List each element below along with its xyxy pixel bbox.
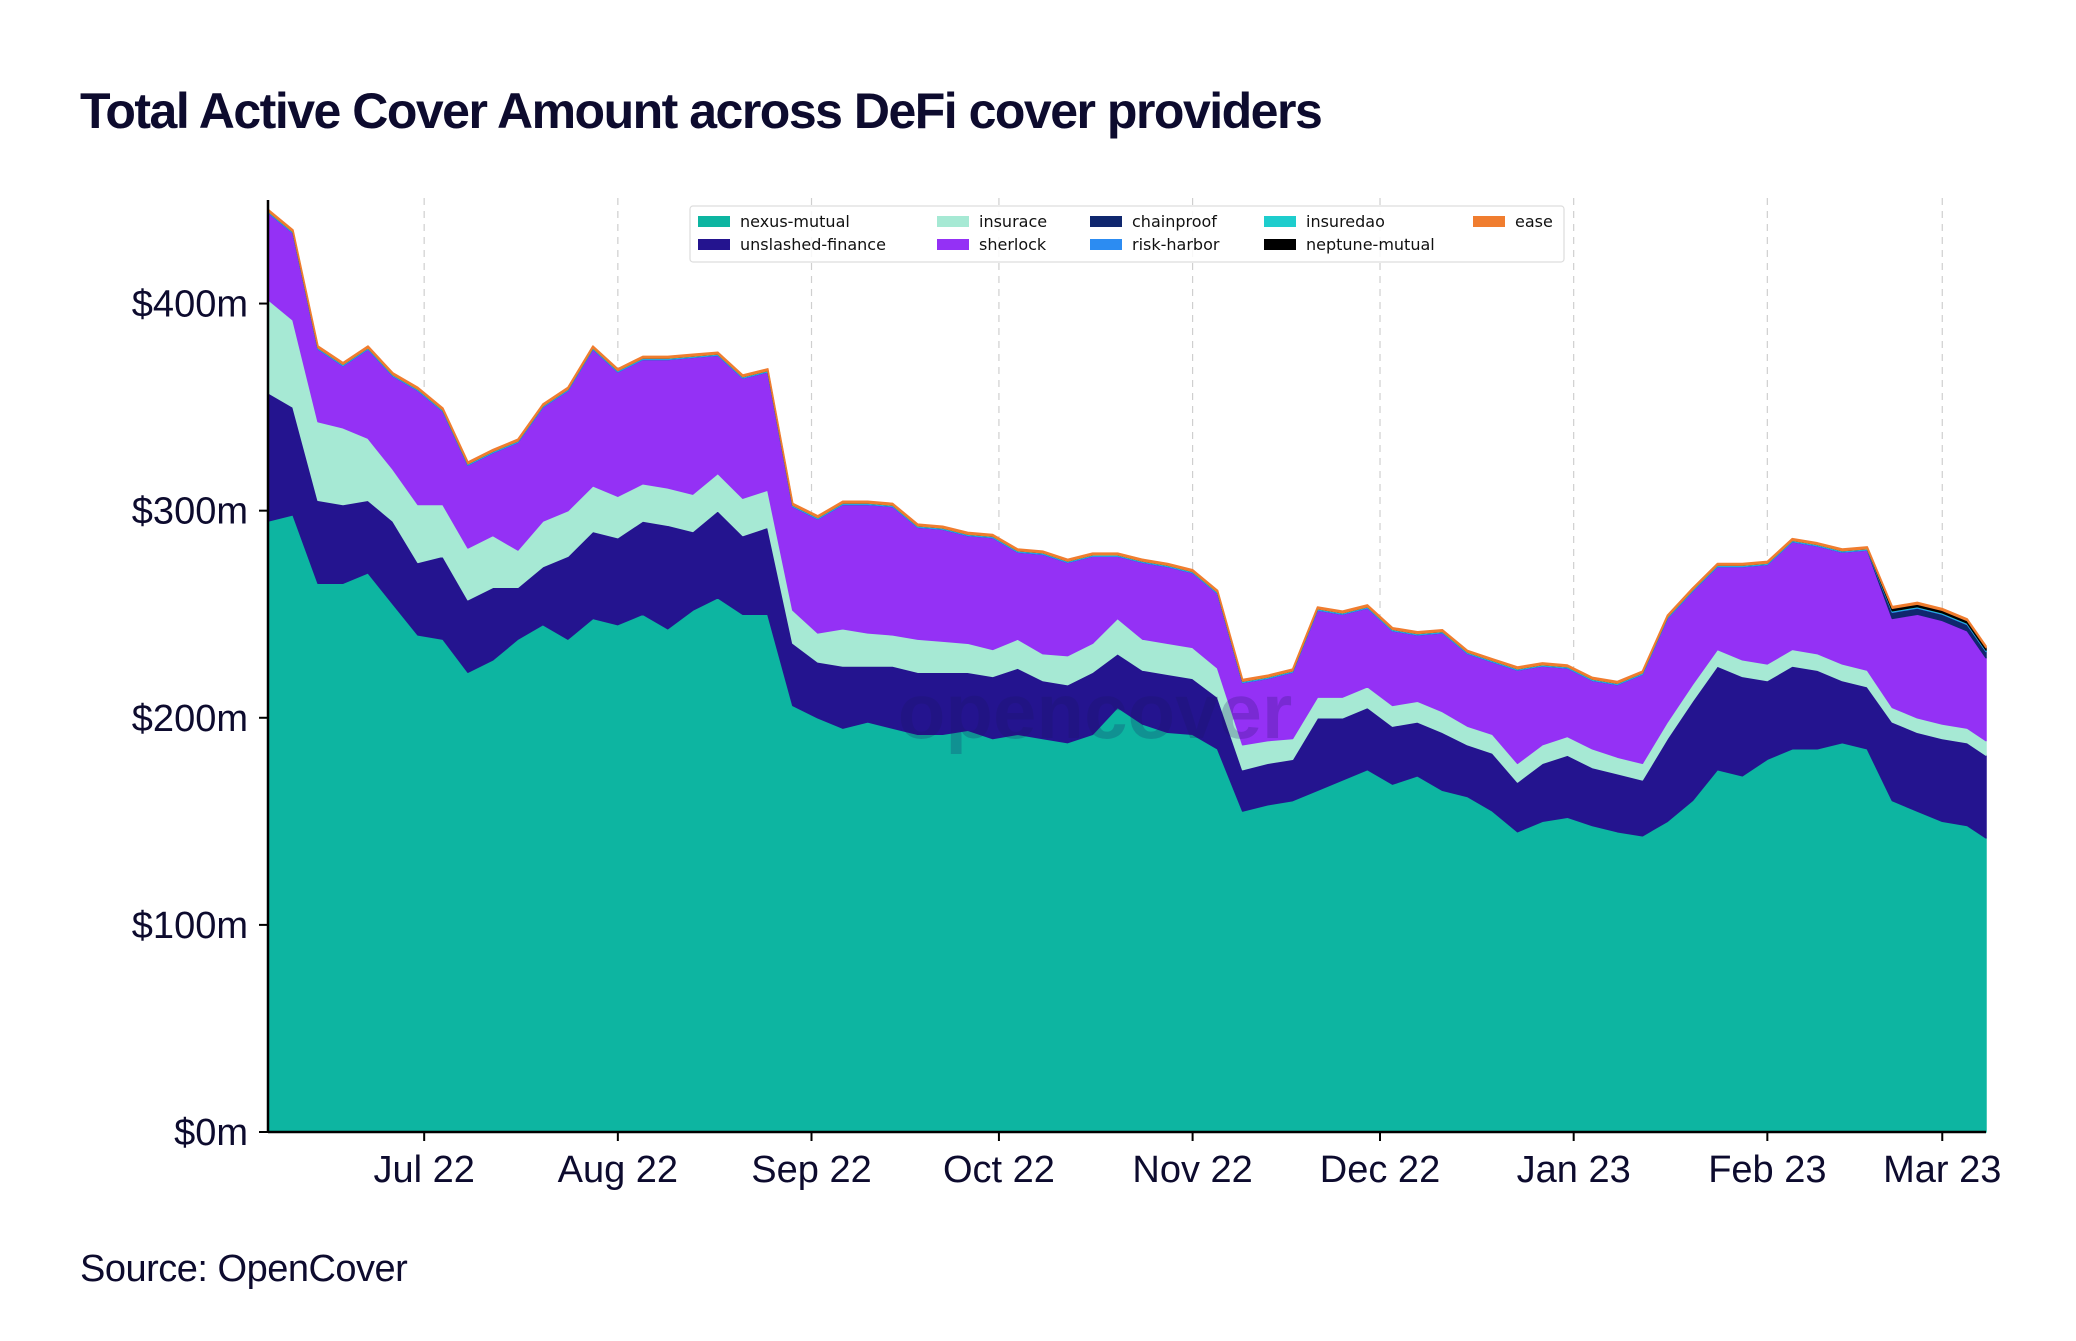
legend-label-nexus-mutual: nexus-mutual: [740, 212, 850, 231]
legend-label-chainproof: chainproof: [1132, 212, 1217, 231]
legend-swatch-neptune-mutual: [1264, 239, 1296, 250]
legend-label-sherlock: sherlock: [979, 235, 1047, 254]
legend-label-insuredao: insuredao: [1306, 212, 1385, 231]
chart-title: Total Active Cover Amount across DeFi co…: [80, 83, 1323, 139]
x-tick-label-8: Mar 23: [1883, 1149, 2001, 1191]
legend: nexus-mutual unslashed-finance insurace she…: [689, 205, 1565, 263]
legend-swatch-unslashed-finance: [698, 239, 730, 250]
legend-label-neptune-mutual: neptune-mutual: [1306, 235, 1435, 254]
legend-swatch-nexus-mutual: [698, 216, 730, 227]
watermark-text: opencover: [898, 667, 1292, 755]
x-tick-label-7: Feb 23: [1708, 1149, 1826, 1191]
x-tick-label-2: Sep 22: [751, 1149, 871, 1191]
axes: $0m $100m $200m $300m $400m Jul 22 Aug 22 Sep 2…: [132, 200, 2001, 1191]
legend-label-ease: ease: [1515, 212, 1553, 231]
legend-swatch-risk-harbor: [1090, 239, 1122, 250]
legend-label-insurace: insurace: [979, 212, 1047, 231]
legend-label-unslashed-finance: unslashed-finance: [740, 235, 886, 254]
y-tick-label-3: $300m: [132, 491, 248, 533]
x-tick-label-5: Dec 22: [1320, 1149, 1440, 1191]
source-note: Source: OpenCover: [80, 1248, 408, 1290]
x-tick-label-4: Nov 22: [1132, 1149, 1252, 1191]
y-tick-label-4: $400m: [132, 284, 248, 326]
x-tick-label-1: Aug 22: [558, 1149, 678, 1191]
legend-swatch-insuredao: [1264, 216, 1296, 227]
x-tick-label-3: Oct 22: [943, 1149, 1055, 1191]
legend-label-risk-harbor: risk-harbor: [1132, 235, 1220, 254]
area-ease: [267, 208, 1987, 684]
legend-swatch-insurace: [937, 216, 969, 227]
legend-swatch-sherlock: [937, 239, 969, 250]
y-tick-label-2: $200m: [132, 698, 248, 740]
y-tick-label-1: $100m: [132, 905, 248, 947]
x-tick-label-6: Jan 23: [1517, 1149, 1631, 1191]
x-tick-label-0: Jul 22: [373, 1149, 474, 1191]
legend-swatch-chainproof: [1090, 216, 1122, 227]
legend-frame: [689, 205, 1565, 263]
y-tick-label-0: $0m: [174, 1112, 248, 1154]
legend-swatch-ease: [1473, 216, 1505, 227]
